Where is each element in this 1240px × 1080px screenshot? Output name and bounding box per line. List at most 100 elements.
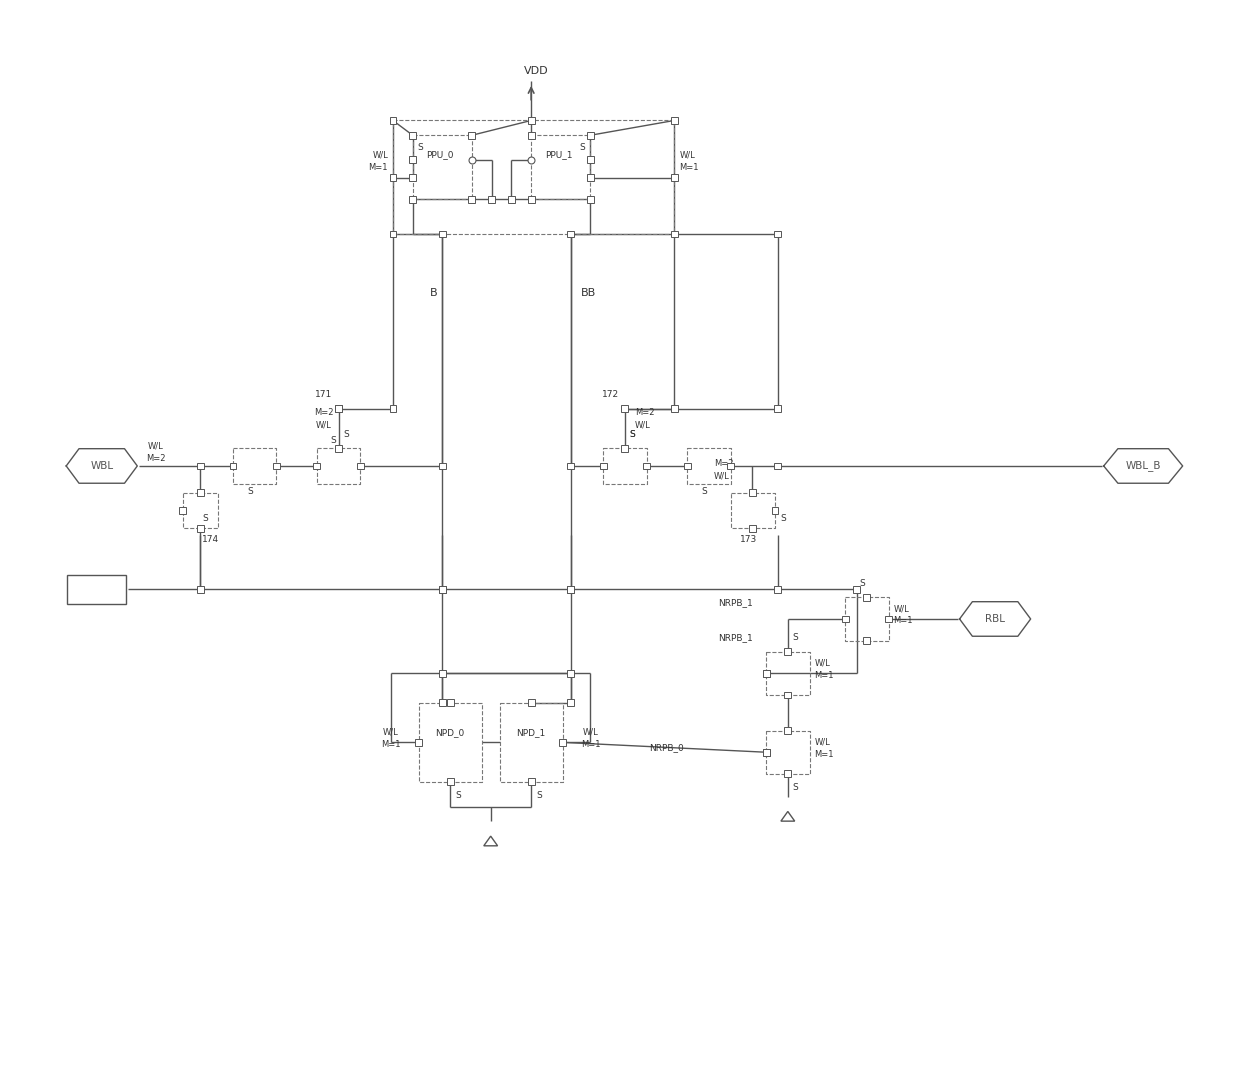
Text: S: S	[780, 514, 786, 523]
Bar	[885, 616, 892, 622]
Bar	[567, 586, 574, 593]
Bar	[389, 405, 397, 413]
Bar	[197, 489, 203, 496]
Text: B: B	[430, 288, 438, 298]
Bar	[314, 462, 320, 470]
Text: M=1: M=1	[680, 163, 698, 173]
Text: 171: 171	[315, 390, 332, 400]
Text: W/L: W/L	[894, 605, 909, 613]
Bar	[567, 670, 574, 677]
Text: S: S	[701, 487, 707, 496]
Bar	[775, 586, 781, 593]
Bar	[644, 462, 650, 470]
Text: NRPB_0: NRPB_0	[650, 743, 684, 752]
Text: S: S	[859, 579, 864, 588]
Text: S: S	[792, 783, 799, 793]
Text: M=1: M=1	[368, 163, 388, 173]
Bar	[446, 779, 454, 785]
Bar	[567, 230, 574, 238]
Bar	[683, 462, 691, 470]
Text: 172: 172	[601, 390, 619, 400]
Text: S: S	[580, 143, 585, 151]
Bar	[763, 748, 770, 756]
Bar	[587, 157, 594, 163]
Bar	[863, 594, 870, 600]
Polygon shape	[1104, 448, 1183, 483]
Text: W/L: W/L	[372, 150, 388, 160]
Bar	[389, 117, 397, 124]
Text: M=1: M=1	[894, 617, 913, 625]
Text: S: S	[247, 487, 253, 496]
Bar	[439, 586, 445, 593]
Bar	[775, 462, 781, 470]
Polygon shape	[66, 448, 138, 483]
Text: M=1: M=1	[815, 671, 835, 679]
Text: W/L: W/L	[815, 738, 831, 747]
Bar	[763, 670, 770, 677]
Bar	[621, 445, 629, 451]
Bar	[439, 462, 445, 470]
Bar	[567, 586, 574, 593]
Text: NRPB_1: NRPB_1	[718, 633, 753, 643]
Bar	[197, 462, 203, 470]
Bar	[489, 195, 495, 203]
Bar	[853, 586, 861, 593]
Text: M=2: M=2	[314, 408, 334, 417]
Bar	[409, 132, 417, 138]
Bar	[528, 117, 534, 124]
Text: NPD_0: NPD_0	[435, 728, 465, 737]
Text: M=2: M=2	[714, 459, 733, 469]
Bar	[335, 445, 342, 451]
Bar	[621, 405, 629, 413]
Bar	[785, 691, 791, 699]
Bar	[197, 586, 203, 593]
Bar	[469, 195, 475, 203]
Text: S: S	[536, 792, 542, 800]
Bar	[439, 586, 445, 593]
Text: S: S	[331, 436, 336, 445]
Bar	[775, 230, 781, 238]
Text: W/L: W/L	[680, 150, 694, 160]
Text: NRPB_1: NRPB_1	[718, 597, 753, 607]
Bar	[567, 700, 574, 706]
Text: BB: BB	[580, 288, 595, 298]
Text: M=1: M=1	[580, 740, 600, 748]
Text: W/L: W/L	[316, 420, 332, 429]
Text: PPU_1: PPU_1	[546, 150, 573, 160]
Bar	[749, 489, 755, 496]
Bar	[671, 174, 678, 181]
Bar	[528, 779, 534, 785]
Text: S: S	[792, 633, 799, 643]
Bar	[229, 462, 237, 470]
Text: W/L: W/L	[383, 728, 399, 737]
Bar	[528, 195, 534, 203]
Text: S: S	[630, 430, 636, 438]
Bar	[469, 132, 475, 138]
Text: W/L: W/L	[635, 420, 651, 429]
Bar	[671, 117, 678, 124]
Bar	[785, 727, 791, 734]
Bar	[357, 462, 363, 470]
Bar	[671, 405, 678, 413]
Bar	[273, 462, 280, 470]
Bar	[415, 739, 422, 746]
Bar	[335, 405, 342, 413]
Bar	[671, 230, 678, 238]
Bar	[446, 700, 454, 706]
Text: W/L: W/L	[583, 728, 598, 737]
Bar	[528, 700, 534, 706]
Text: NPD_1: NPD_1	[517, 728, 546, 737]
Text: 173: 173	[740, 536, 758, 544]
Text: S: S	[630, 430, 636, 438]
Text: W/L: W/L	[714, 471, 729, 481]
Bar	[771, 507, 779, 514]
Bar	[508, 195, 515, 203]
Text: S: S	[418, 143, 423, 151]
Bar	[528, 132, 534, 138]
Text: M=2: M=2	[635, 408, 655, 417]
Bar	[439, 700, 445, 706]
Bar	[409, 174, 417, 181]
Bar	[567, 462, 574, 470]
Bar	[389, 174, 397, 181]
Text: 174: 174	[202, 536, 219, 544]
